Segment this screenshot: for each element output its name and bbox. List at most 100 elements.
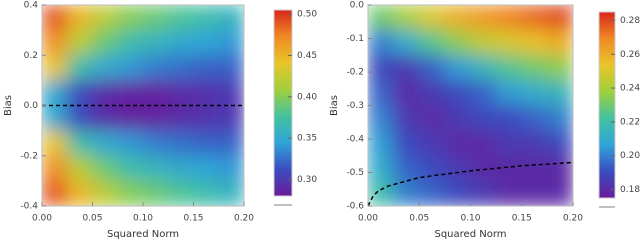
heatmap-cell — [521, 105, 548, 132]
heatmap-cell — [117, 180, 144, 206]
y-axis-label: Bias — [329, 95, 340, 116]
heatmap-cell — [495, 105, 523, 132]
heatmap-cell — [418, 54, 446, 81]
heatmap-cell — [470, 5, 497, 31]
heatmap-cell — [418, 79, 446, 106]
y-tick-label: -0.1 — [346, 34, 364, 44]
heatmap-cell — [218, 79, 244, 106]
heatmap-cell — [193, 54, 220, 81]
heatmap-cell — [521, 130, 548, 157]
heatmap-cell — [393, 130, 420, 157]
x-tick-label: 0.05 — [82, 214, 102, 224]
heatmap-cell — [393, 155, 420, 182]
x-tick-label: 0.15 — [183, 214, 203, 224]
heatmap-cell — [368, 180, 395, 206]
heatmap-cell — [470, 130, 497, 157]
heatmap-cell — [218, 5, 244, 31]
heatmap-cell — [444, 54, 471, 81]
colorbar-tick-label: 0.45 — [297, 51, 317, 61]
heatmap-cell — [546, 105, 573, 132]
heatmap-cell — [418, 130, 446, 157]
heatmap-cell — [92, 180, 119, 206]
heatmap-cell — [66, 155, 93, 182]
x-axis-label: Squared Norm — [434, 229, 506, 240]
heatmap-cell — [444, 180, 471, 206]
heatmap-cell — [117, 5, 144, 31]
heatmap-cell — [444, 130, 471, 157]
heatmap-cell — [167, 155, 194, 182]
heatmap-area — [42, 5, 244, 206]
heatmap-cell — [495, 54, 523, 81]
heatmap-cell — [521, 54, 548, 81]
heatmap-cell — [167, 180, 194, 206]
heatmap-cell — [546, 5, 573, 31]
heatmap-cell — [42, 79, 68, 106]
heatmap-cell — [521, 155, 548, 182]
colorbar-tick-label: 0.28 — [620, 16, 640, 26]
heatmap-cell — [218, 29, 244, 56]
heatmap-cell — [444, 79, 471, 106]
heatmap-cell — [42, 29, 68, 56]
heatmap-cell — [521, 5, 548, 31]
x-tick-label: 0.00 — [358, 214, 378, 224]
colorbar-tick-label: 0.18 — [620, 185, 640, 195]
heatmap-cell — [42, 5, 68, 31]
x-tick-label: 0.15 — [512, 214, 532, 224]
heatmap-cell — [546, 180, 573, 206]
colorbar-tick-label: 0.40 — [297, 92, 317, 102]
heatmap-cell — [167, 29, 194, 56]
heatmap-cell — [495, 29, 523, 56]
heatmap-cell — [42, 130, 68, 157]
x-tick-label: 0.20 — [234, 214, 254, 224]
heatmap-cell — [218, 155, 244, 182]
colorbar-tick-label: 0.50 — [297, 10, 317, 20]
heatmap-cell — [368, 29, 395, 56]
y-axis-label: Bias — [3, 95, 14, 116]
heatmap-cell — [218, 105, 244, 132]
heatmap-cell — [495, 180, 523, 206]
heatmap-cell — [521, 180, 548, 206]
heatmap-cell — [142, 105, 169, 132]
heatmap-cell — [444, 5, 471, 31]
y-tick-label: -0.6 — [346, 202, 364, 212]
heatmap-cell — [521, 79, 548, 106]
colorbar-tick-label: 0.30 — [297, 175, 317, 185]
heatmap-cell — [92, 130, 119, 157]
heatmap-cell — [218, 54, 244, 81]
heatmap-cell — [117, 130, 144, 157]
heatmap-cell — [92, 79, 119, 106]
heatmap-cell — [444, 155, 471, 182]
heatmap-cell — [418, 5, 446, 31]
heatmap-cell — [42, 105, 68, 132]
heatmap — [368, 5, 573, 206]
heatmap-cell — [470, 180, 497, 206]
heatmap-cell — [92, 155, 119, 182]
heatmap-cell — [368, 105, 395, 132]
heatmap-cell — [393, 180, 420, 206]
heatmap-cell — [368, 130, 395, 157]
heatmap-cell — [521, 29, 548, 56]
heatmap-cell — [368, 54, 395, 81]
heatmap-cell — [368, 155, 395, 182]
heatmap-cell — [470, 54, 497, 81]
heatmap-cell — [66, 130, 93, 157]
heatmap-cell — [444, 105, 471, 132]
y-tick-label: -0.4 — [20, 202, 38, 212]
heatmap-cell — [495, 79, 523, 106]
heatmap-cell — [66, 180, 93, 206]
heatmap-cell — [546, 130, 573, 157]
heatmap-cell — [418, 105, 446, 132]
y-tick-label: 0.0 — [24, 101, 39, 111]
heatmap-cell — [193, 180, 220, 206]
heatmap-cell — [193, 105, 220, 132]
heatmap-cell — [66, 79, 93, 106]
heatmap-cell — [142, 54, 169, 81]
heatmap-cell — [193, 29, 220, 56]
heatmap-cell — [92, 29, 119, 56]
heatmap-cell — [142, 155, 169, 182]
heatmap-cell — [92, 5, 119, 31]
heatmap-cell — [142, 5, 169, 31]
colorbar-tick-label: 0.26 — [620, 50, 640, 60]
colorbar-tick-label: 0.22 — [620, 117, 640, 127]
